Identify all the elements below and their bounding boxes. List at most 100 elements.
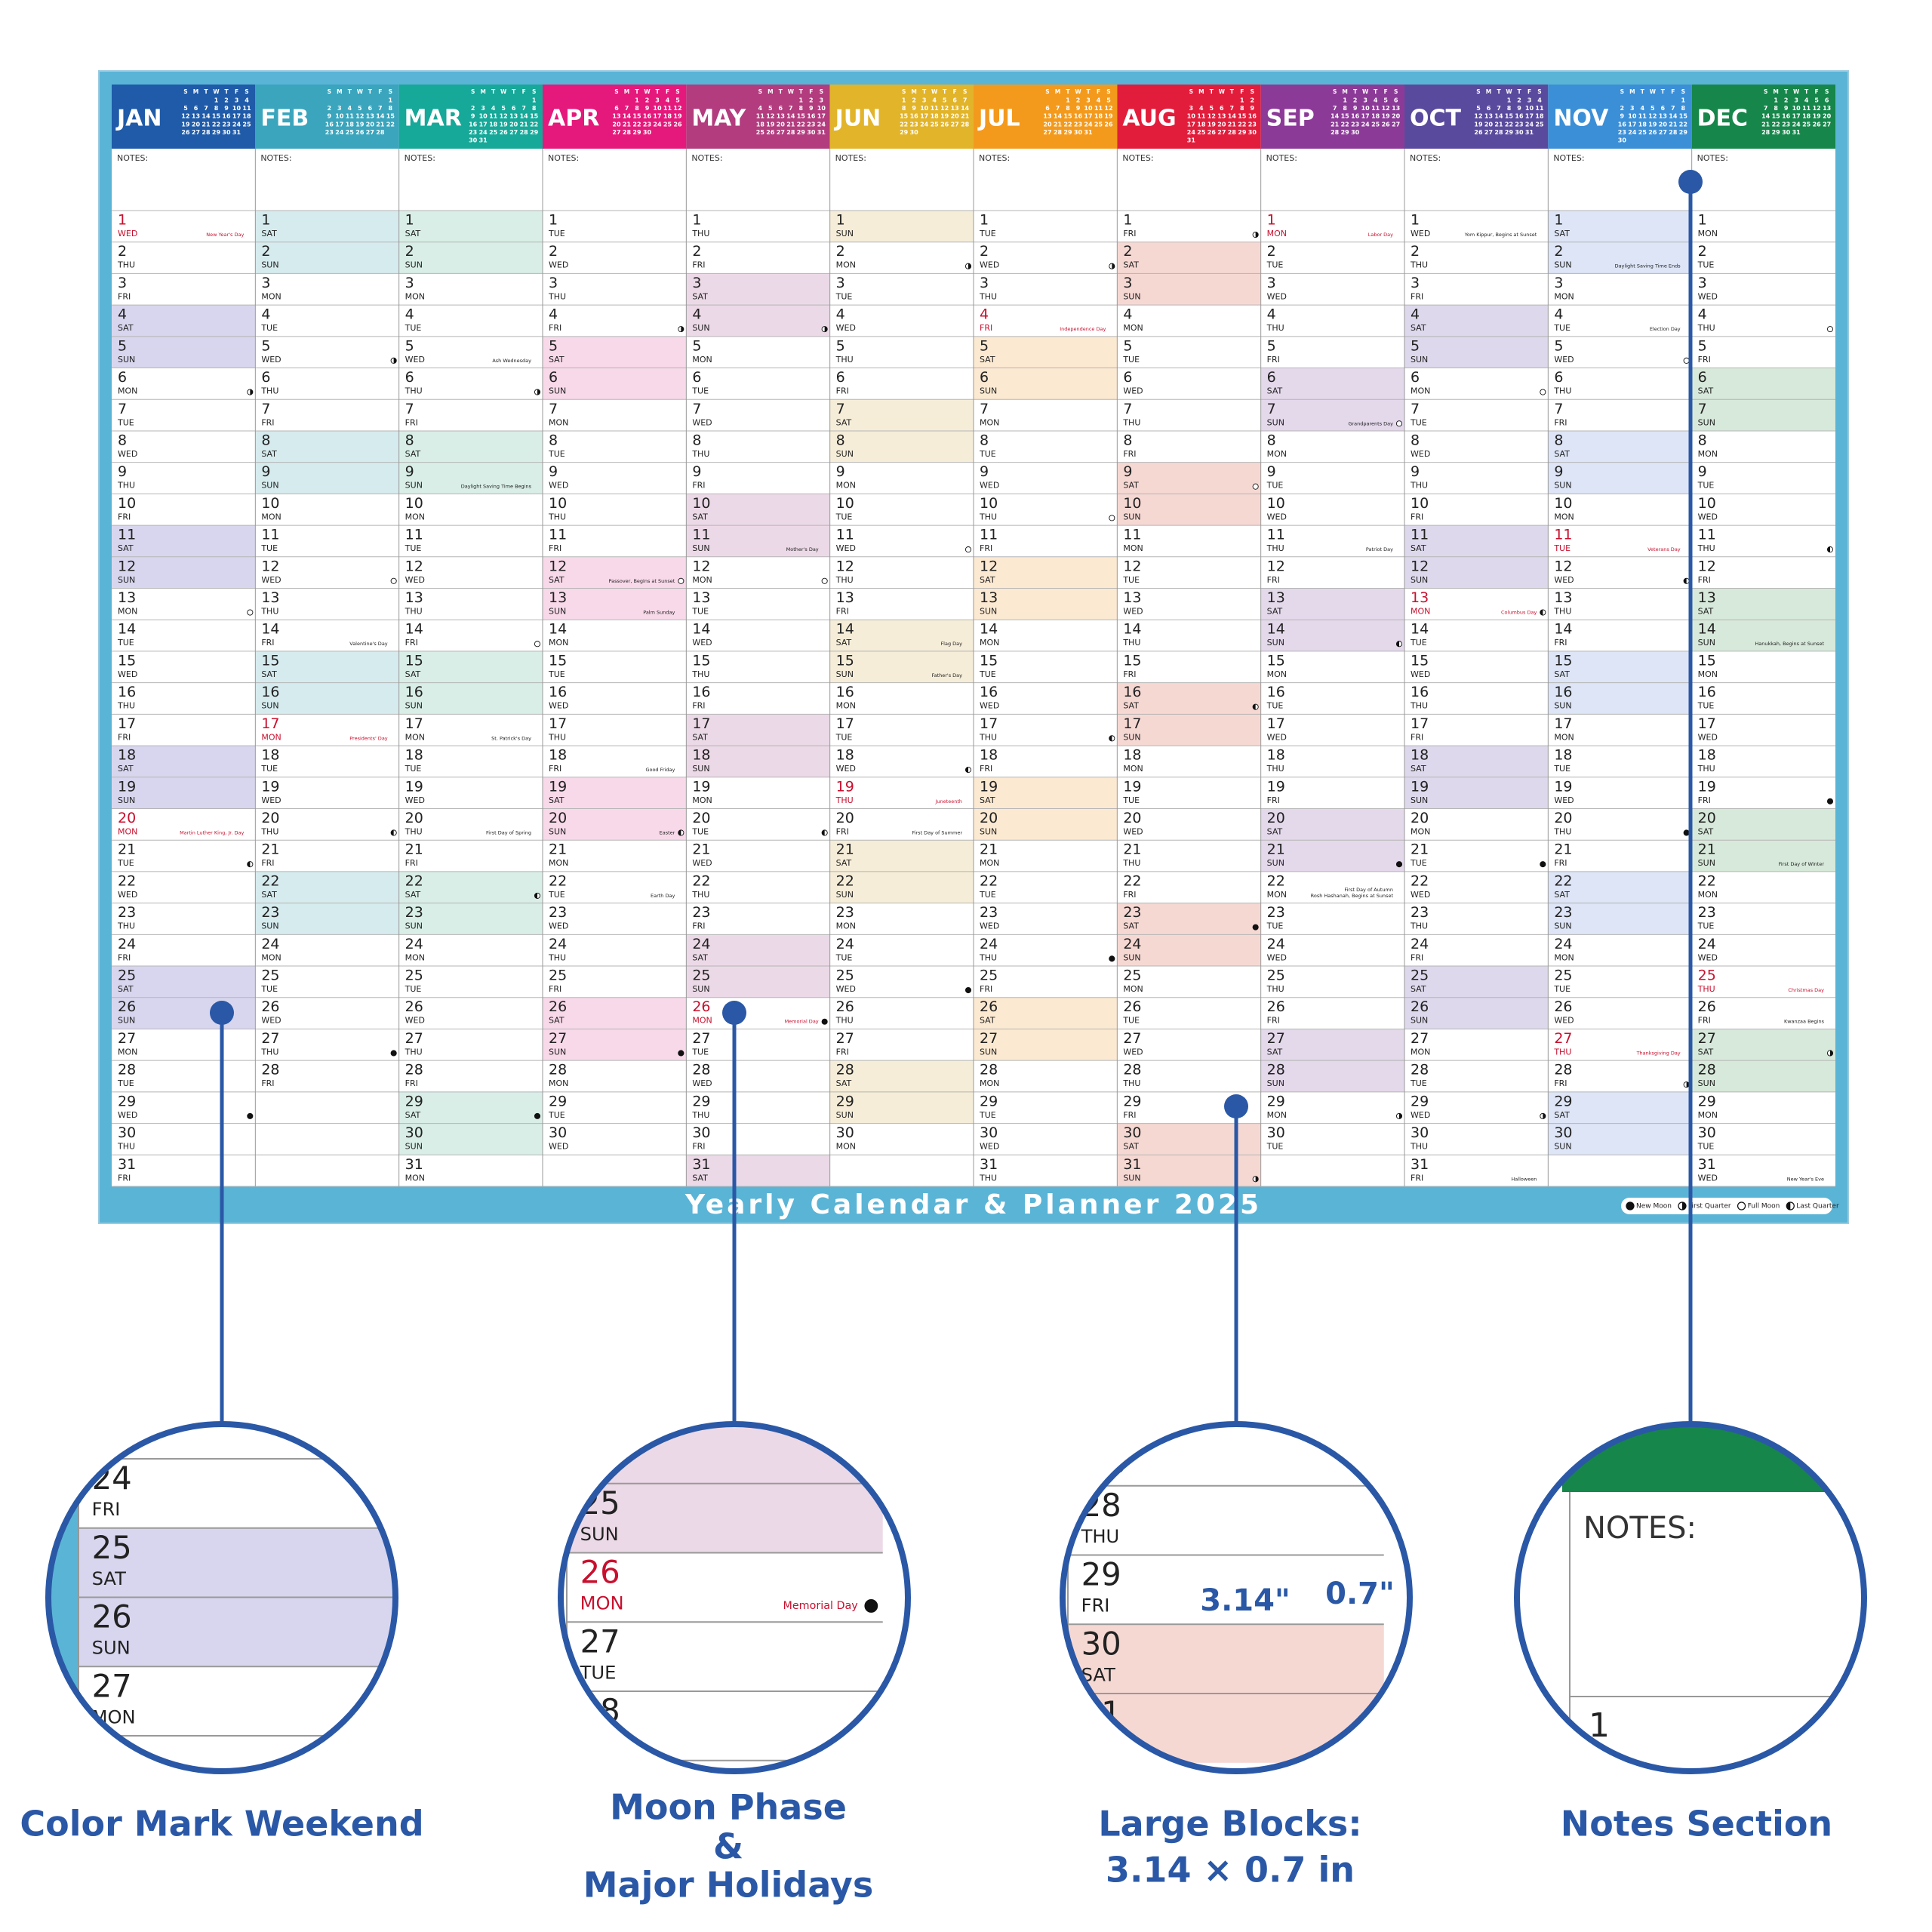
weekday: SAT (261, 449, 277, 459)
day-number: 12 (692, 558, 710, 574)
mini-day: 30 (222, 129, 231, 136)
day-number: 26 (549, 998, 567, 1015)
mini-day: 18 (663, 113, 672, 120)
mini-weekday: S (1251, 88, 1254, 95)
day-number: 25 (549, 968, 567, 984)
mini-day: 7 (378, 105, 383, 112)
day-number: 5 (261, 337, 270, 354)
mini-day: 31 (1792, 129, 1801, 136)
weekend-cell (686, 525, 830, 557)
weekday: TUE (1266, 260, 1284, 270)
day-number: 27 (692, 1030, 710, 1047)
mini-weekday: F (378, 88, 382, 95)
mini-day: 31 (1187, 137, 1196, 144)
weekend-cell (829, 1091, 974, 1124)
mini-day: 20 (366, 121, 375, 128)
moon-half (1830, 1050, 1833, 1057)
day-number: 18 (1698, 747, 1716, 764)
day-number: 16 (1411, 684, 1429, 700)
weekday: FRI (549, 984, 561, 994)
mini-day: 26 (1648, 129, 1657, 136)
day-number: 27 (1554, 1030, 1572, 1047)
mini-day: 8 (1774, 105, 1778, 112)
weekend-cell (543, 997, 687, 1029)
day-number: 17 (692, 715, 710, 732)
mini-weekday: W (644, 88, 651, 95)
weekday: TUE (1553, 764, 1571, 774)
mini-day: 18 (1638, 121, 1647, 128)
mini-day: 2 (1620, 105, 1625, 112)
day-number: 2 (118, 243, 127, 260)
day-number: 26 (1698, 998, 1716, 1015)
weekday: MON (118, 386, 137, 396)
day-number: 13 (261, 589, 279, 606)
mini-day: 19 (355, 121, 365, 128)
mini-day: 6 (1045, 105, 1050, 112)
weekend-cell (1260, 1060, 1404, 1092)
notes-label: NOTES: (548, 153, 579, 163)
mini-day: 9 (645, 105, 650, 112)
weekend-cell (1691, 620, 1835, 651)
weekday: FRI (118, 1173, 131, 1183)
mini-day: 23 (1618, 129, 1626, 136)
day-number: 30 (1554, 1124, 1572, 1141)
mini-weekday: W (1362, 88, 1369, 95)
mini-weekday: T (943, 88, 947, 95)
mini-day: 14 (376, 113, 385, 120)
mini-day: 3 (337, 105, 342, 112)
day-number: 27 (118, 1030, 136, 1047)
mini-day: 13 (366, 113, 374, 120)
mini-day: 21 (202, 121, 211, 128)
mini-day: 29 (1505, 129, 1514, 136)
day-number: 19 (1411, 778, 1429, 795)
weekday: FRI (1411, 952, 1423, 962)
weekday: SAT (836, 638, 852, 648)
mini-day: 22 (797, 121, 805, 128)
day-number: 17 (980, 715, 998, 732)
moon-icon (1395, 861, 1403, 868)
notes-label: NOTES: (405, 153, 435, 163)
weekday: FRI (1123, 449, 1136, 459)
weekday: THU (979, 1173, 997, 1183)
moon-half (1112, 263, 1115, 269)
month-header (1260, 85, 1404, 149)
month-name: SEP (1266, 106, 1315, 132)
mini-day: 5 (501, 105, 506, 112)
dimension-label: 0.7" (1325, 1577, 1395, 1611)
weekday: FRI (980, 764, 992, 774)
weekday: SAT (1123, 921, 1139, 931)
mini-day: 15 (1679, 113, 1688, 120)
day-number: 24 (1267, 936, 1285, 952)
day-number: 3 (1267, 275, 1276, 291)
day-number: 29 (1698, 1093, 1716, 1109)
weekday: THU (1410, 260, 1428, 270)
mini-day: 23 (222, 121, 230, 128)
weekday: MON (261, 512, 281, 521)
mini-day: 30 (1351, 129, 1360, 136)
mini-day: 12 (1813, 105, 1821, 112)
weekday: MON (1698, 229, 1718, 238)
day-number: 23 (1411, 904, 1429, 921)
weekday: FRI (1123, 229, 1136, 238)
moon-icon (534, 1112, 541, 1119)
day-number: 30 (1267, 1124, 1285, 1141)
moon-icon (247, 609, 254, 616)
mini-day: 8 (1240, 105, 1244, 112)
weekday: TUE (405, 543, 422, 553)
weekday: SUN (261, 481, 278, 491)
moon-icon (1252, 924, 1259, 931)
mini-weekday: T (1210, 88, 1214, 95)
day-number: 23 (692, 904, 710, 921)
mini-day: 11 (756, 113, 765, 120)
mini-weekday: S (245, 88, 248, 95)
mini-day: 19 (766, 121, 775, 128)
weekday: FRI (836, 607, 849, 617)
weekend-cell (398, 1091, 543, 1124)
mini-day: 11 (1094, 105, 1103, 112)
mini-day: 25 (489, 129, 498, 136)
weekday: MON (1267, 229, 1287, 238)
weekday: THU (260, 826, 278, 836)
mini-day: 13 (509, 113, 518, 120)
day-number: 29 (118, 1093, 136, 1109)
day-number: 12 (980, 558, 998, 574)
